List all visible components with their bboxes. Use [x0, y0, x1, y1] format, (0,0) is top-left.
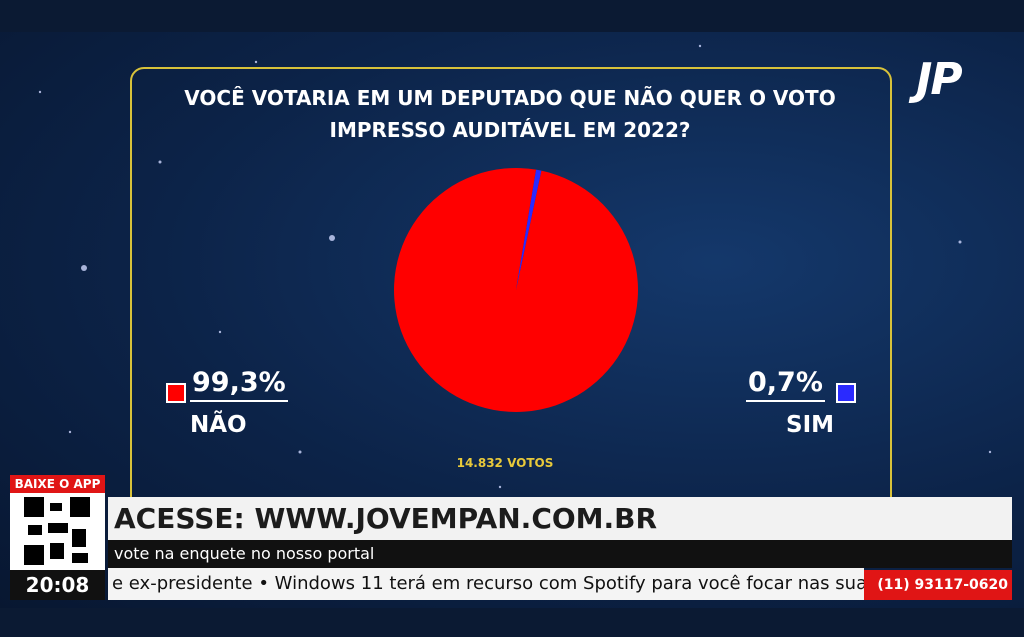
- pie-slice: [393, 167, 638, 412]
- value-label: 0,7%: [746, 367, 825, 402]
- value-label: 99,3%: [190, 367, 288, 402]
- qr-area: [10, 493, 105, 570]
- subline: vote na enquete no nosso portal: [108, 540, 1012, 568]
- legend-swatch: [836, 383, 856, 403]
- annotation: 14.832 VOTOS: [456, 456, 554, 470]
- qr-code: [24, 497, 90, 565]
- clock: 20:08: [10, 570, 105, 600]
- category-label: SIM: [786, 412, 835, 438]
- category-label: NÃO: [190, 412, 247, 438]
- pie-slice: [516, 169, 542, 290]
- legend-swatch: [166, 383, 186, 403]
- phone: (11) 93117-0620: [864, 570, 1012, 600]
- app-badge: BAIXE O APP: [10, 475, 105, 493]
- stars: [38, 44, 992, 489]
- ticker: e ex-presidente • Windows 11 terá em rec…: [108, 568, 864, 600]
- logo: JP: [916, 54, 963, 105]
- headline: ACESSE: WWW.JOVEMPAN.COM.BR: [108, 497, 1012, 540]
- pie-chart: [393, 167, 638, 412]
- chart-title: VOCÊ VOTARIA EM UM DEPUTADO QUE NÃO QUER…: [184, 86, 836, 142]
